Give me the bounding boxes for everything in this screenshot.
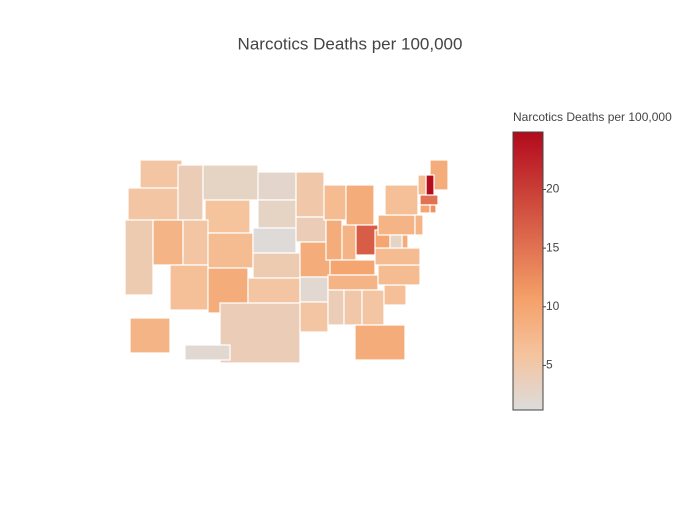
state-region [345,184,375,226]
state-region [219,302,301,364]
colorbar-title: Narcotics Deaths per 100,000 [513,110,672,124]
state-region [299,301,329,333]
state-region [354,324,406,361]
colorbar-tick-label: 5 [546,358,553,372]
state-region [374,247,421,266]
colorbar [512,131,544,411]
state-region [384,184,419,216]
state-region [327,274,379,291]
state-region [139,159,183,189]
state-region [257,171,297,201]
map [124,159,449,364]
state-region [377,214,416,236]
state-region [207,232,254,269]
state-region [361,289,385,326]
colorbar-tick-label: 10 [546,299,560,313]
state-region [425,174,435,198]
state-region [299,276,329,303]
state-region [429,204,437,214]
state-region [152,219,184,266]
state-region [414,214,424,236]
state-region [419,204,431,214]
state-region [419,194,439,206]
state-region [401,234,409,249]
state-region [389,234,403,249]
state-region [329,259,376,276]
state-region [177,164,204,221]
state-region [169,264,209,311]
colorbar-tick-label: 20 [546,182,560,196]
state-region [184,344,231,361]
state-region [129,317,171,354]
state-region [252,227,297,254]
colorbar-tick-label: 15 [546,240,560,254]
state-region [377,264,421,286]
state-region [247,277,301,304]
state-region [341,224,357,261]
chart-title: Narcotics Deaths per 100,000 [238,34,463,53]
state-region [323,184,347,221]
state-region [327,289,345,326]
state-region [383,284,407,306]
state-region [295,216,327,243]
state-region [202,164,259,201]
state-region [124,219,154,296]
state-region [204,199,251,234]
state-region [343,289,363,326]
state-region [252,252,301,279]
state-region [295,171,325,218]
state-region [325,219,343,261]
state-region [182,219,209,266]
state-region [257,199,297,229]
state-region [417,174,427,196]
state-region [127,187,179,221]
